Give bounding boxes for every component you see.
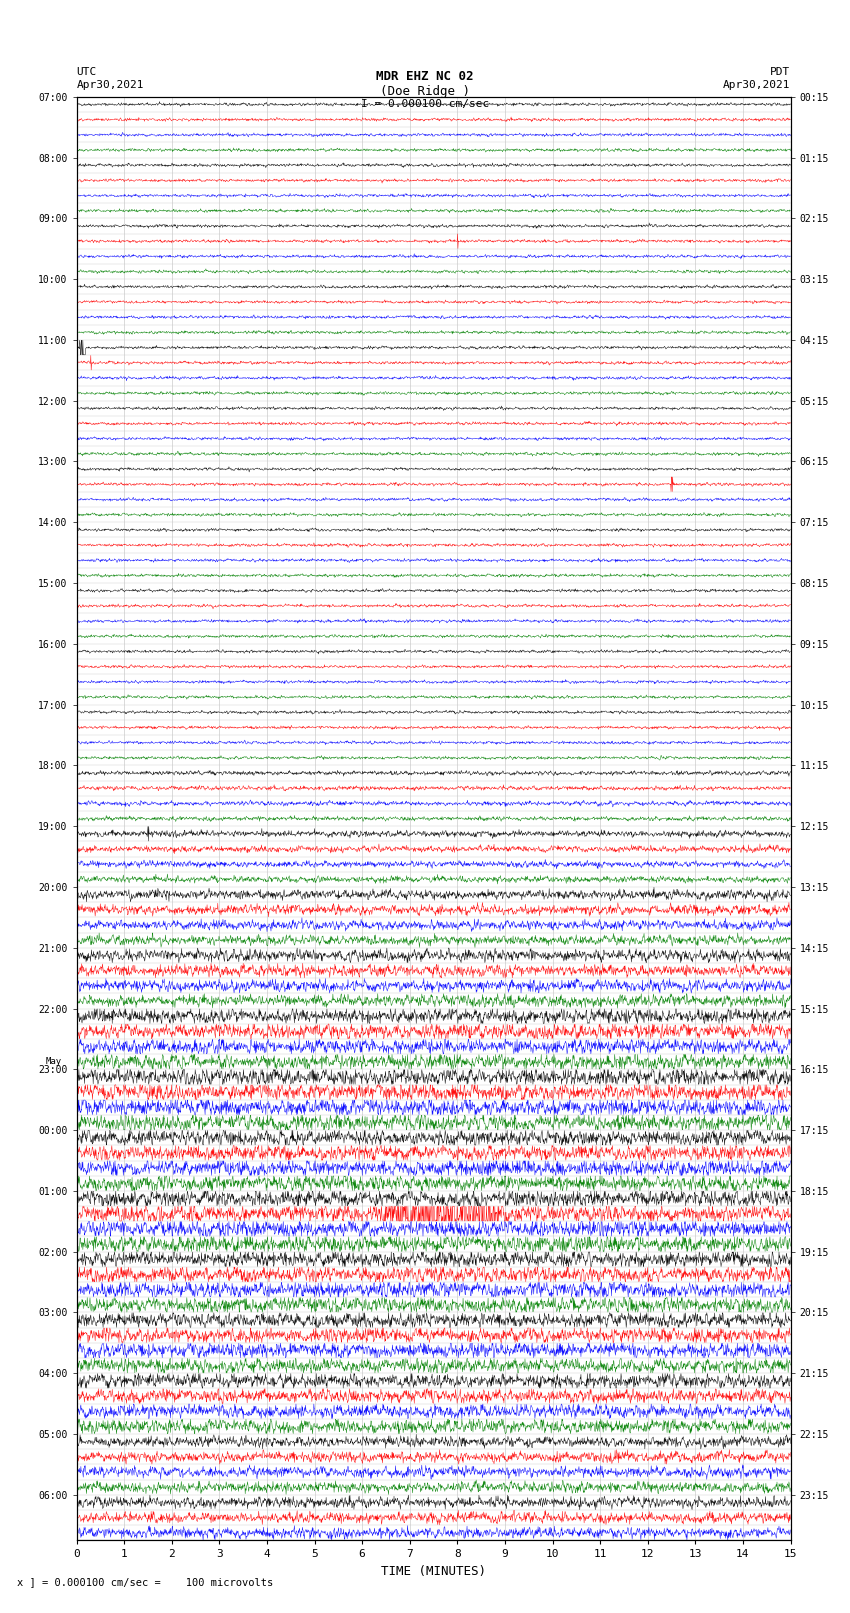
- Text: PDT: PDT: [770, 66, 790, 77]
- Text: x ] = 0.000100 cm/sec =    100 microvolts: x ] = 0.000100 cm/sec = 100 microvolts: [17, 1578, 273, 1587]
- X-axis label: TIME (MINUTES): TIME (MINUTES): [381, 1565, 486, 1578]
- Text: Apr30,2021: Apr30,2021: [723, 79, 791, 90]
- Text: May: May: [46, 1057, 62, 1066]
- Text: MDR EHZ NC 02: MDR EHZ NC 02: [377, 71, 473, 84]
- Text: Apr30,2021: Apr30,2021: [76, 79, 144, 90]
- Text: UTC: UTC: [76, 66, 97, 77]
- Text: (Doe Ridge ): (Doe Ridge ): [380, 84, 470, 98]
- Text: I = 0.000100 cm/sec: I = 0.000100 cm/sec: [361, 100, 489, 110]
